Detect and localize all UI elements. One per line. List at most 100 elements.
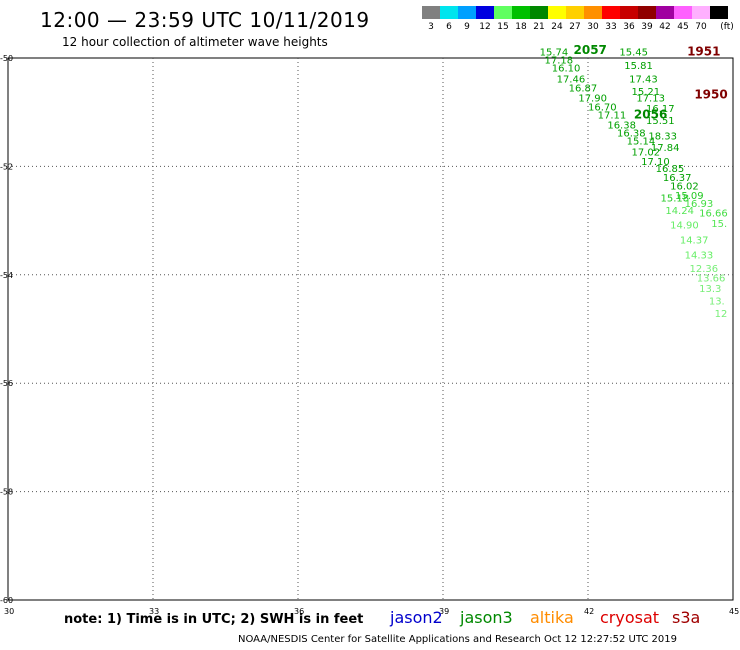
legend-label: 39: [641, 22, 653, 32]
wave-height-label: 14.33: [685, 251, 714, 262]
wave-height-label: 17.90: [578, 93, 607, 104]
legend-swatch: [422, 6, 440, 19]
lat-tick-label: -60: [0, 596, 13, 605]
wave-height-label: 17.10: [641, 157, 670, 168]
lat-tick-label: -52: [0, 162, 13, 171]
legend-swatch: [458, 6, 476, 19]
wave-height-label: 12: [715, 309, 728, 320]
legend-label: 30: [587, 22, 599, 32]
satellite-name: jason2: [390, 608, 443, 627]
wave-height-label: 12.36: [690, 264, 719, 275]
note-text: note: 1) Time is in UTC; 2) SWH is in fe…: [64, 612, 364, 627]
legend-label: 36: [623, 22, 635, 32]
legend-swatch: [638, 6, 656, 19]
legend-swatch: [656, 6, 674, 19]
wave-height-label: 15.09: [675, 191, 704, 202]
lon-tick-label: 45: [729, 607, 739, 616]
wave-height-label: 16.38: [607, 120, 636, 131]
legend-label: 42: [659, 22, 671, 32]
legend-label: 70: [695, 22, 707, 32]
legend-swatch: [530, 6, 548, 19]
wave-height-label: 14.24: [665, 206, 694, 217]
legend-swatch: [674, 6, 692, 19]
lon-tick-label: 36: [294, 607, 304, 616]
lon-tick-label: 42: [584, 607, 594, 616]
wave-height-label: 16.93: [685, 199, 714, 210]
track-time-label: 2057: [574, 43, 607, 57]
wave-height-label: 15.18: [661, 194, 690, 205]
wave-height-label: 16.70: [588, 103, 617, 114]
wave-height-label: 13.3: [699, 284, 721, 295]
wave-height-label: 16.87: [569, 84, 598, 95]
legend-label: 15: [497, 22, 509, 32]
lat-tick-label: -54: [0, 271, 13, 280]
wave-height-label: 13.: [709, 297, 725, 308]
wave-height-label: 15.74: [540, 47, 569, 58]
wave-height-label: 17.43: [629, 74, 658, 85]
map-frame: [7, 57, 734, 601]
wave-height-label: 15.: [711, 219, 727, 230]
wave-height-label: 17.02: [632, 148, 661, 159]
legend-label: 33: [605, 22, 617, 32]
lon-tick-label: 33: [149, 607, 159, 616]
wave-height-label: 17.84: [651, 143, 680, 154]
legend-swatch: [710, 6, 728, 19]
legend-swatch: [584, 6, 602, 19]
legend-label: 3: [428, 22, 434, 32]
legend-swatch: [548, 6, 566, 19]
satellite-name: altika: [530, 608, 574, 627]
wave-height-label: 14.90: [670, 221, 699, 232]
wave-height-label: 16.38: [617, 129, 646, 140]
lat-tick-label: -56: [0, 379, 13, 388]
legend-swatch: [566, 6, 584, 19]
legend-swatch: [476, 6, 494, 19]
wave-height-label: 15.51: [646, 116, 675, 127]
wave-height-label: 17.18: [545, 55, 574, 66]
page-subtitle: 12 hour collection of altimeter wave hei…: [62, 35, 328, 49]
legend-label: 9: [464, 22, 470, 32]
legend-label: 24: [551, 22, 563, 32]
legend-swatch: [494, 6, 512, 19]
legend-swatch: [602, 6, 620, 19]
track-time-label: 1951: [687, 44, 720, 58]
wave-height-label: 15.45: [619, 47, 648, 58]
wave-height-label: 13.66: [697, 273, 726, 284]
wave-height-label: 15.81: [624, 61, 653, 72]
wave-height-label: 14.37: [680, 235, 709, 246]
legend-label: 27: [569, 22, 581, 32]
page-title: 12:00 — 23:59 UTC 10/11/2019: [40, 8, 370, 32]
footer-credit: NOAA/NESDIS Center for Satellite Applica…: [238, 634, 677, 645]
satellite-name: s3a: [672, 608, 701, 627]
legend-label: 18: [515, 22, 527, 32]
legend-swatch: [620, 6, 638, 19]
wave-height-label: 16.37: [663, 173, 692, 184]
wave-height-label: 16.85: [656, 164, 685, 175]
wave-height-label: 16.10: [552, 64, 581, 75]
wave-height-label: 16.17: [646, 104, 675, 115]
track-time-label: 1950: [694, 88, 727, 102]
wave-height-label: 15.21: [632, 87, 661, 98]
legend-label: 12: [479, 22, 491, 32]
wave-height-label: 17.13: [636, 93, 665, 104]
track-time-label: 2056: [634, 108, 667, 122]
legend-swatch: [512, 6, 530, 19]
legend-label: 45: [677, 22, 689, 32]
legend-swatch: [692, 6, 710, 19]
wave-height-label: 17.11: [598, 111, 627, 122]
legend-label: 6: [446, 22, 452, 32]
lon-tick-label: 39: [439, 607, 449, 616]
wave-height-label: 17.46: [557, 74, 586, 85]
lon-tick-label: 30: [4, 607, 14, 616]
legend-unit: (ft): [720, 22, 734, 32]
satellite-name: cryosat: [600, 608, 660, 627]
wave-height-label: 15.14: [627, 137, 656, 148]
satellite-name: jason3: [460, 608, 513, 627]
lat-tick-label: -50: [0, 54, 13, 63]
legend-label: 21: [533, 22, 545, 32]
wave-height-label: 16.66: [699, 208, 728, 219]
wave-height-label: 16.02: [670, 182, 699, 193]
lat-tick-label: -58: [0, 488, 13, 497]
wave-height-label: 18.33: [648, 131, 677, 142]
legend-swatch: [440, 6, 458, 19]
